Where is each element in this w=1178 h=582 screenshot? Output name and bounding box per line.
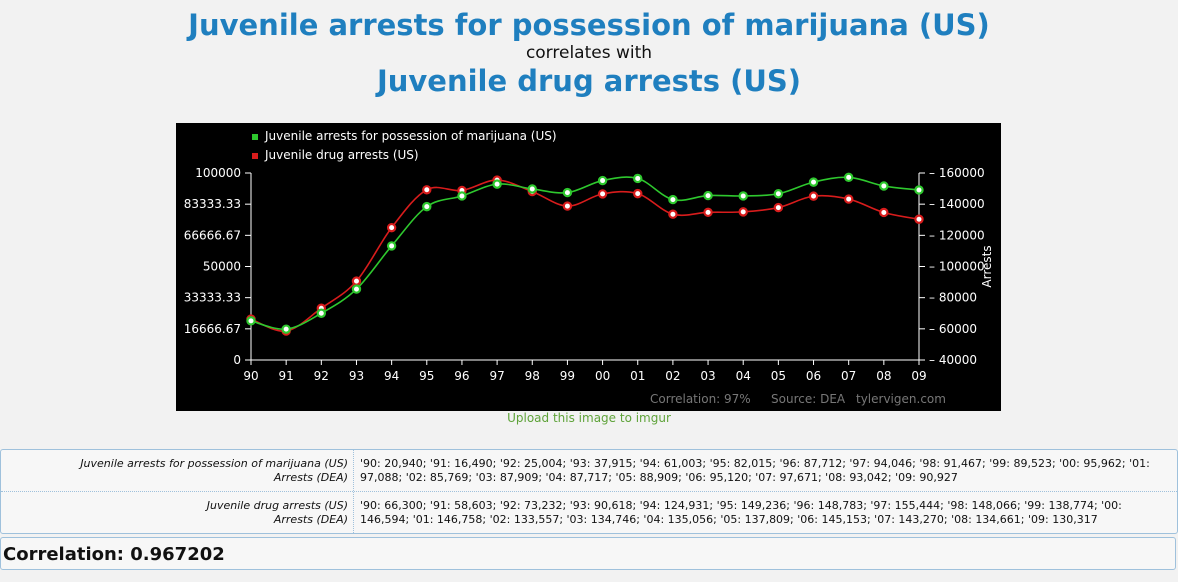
- x-tick-label: 02: [665, 369, 680, 383]
- data-point: [808, 191, 819, 201]
- right-tick-label: – 140000: [929, 197, 985, 211]
- series-values: '90: 20,940; '91: 16,490; '92: 25,004; '…: [360, 457, 1150, 484]
- data-point: [316, 308, 327, 318]
- data-point: [351, 276, 362, 286]
- x-tick-label: 99: [560, 369, 575, 383]
- data-point: [597, 175, 608, 186]
- x-tick-label: 04: [736, 369, 751, 383]
- x-tick-label: 97: [489, 369, 504, 383]
- data-point: [843, 172, 854, 183]
- left-tick-label: 83333.33: [184, 197, 241, 211]
- series-name: Juvenile arrests for possession of marij…: [80, 457, 348, 470]
- line-chart: 0 16666.67 33333.33 50000 66666.67 83333.33 10…: [184, 129, 994, 406]
- right-tick-label: – 160000: [929, 166, 985, 180]
- left-tick-label: 50000: [203, 260, 241, 274]
- chart-title-secondary: Juvenile drug arrests (US): [376, 64, 802, 98]
- data-point: [843, 194, 854, 204]
- chart-panel: 0 16666.67 33333.33 50000 66666.67 83333.33 10…: [176, 123, 1001, 411]
- footer-correlation: Correlation: 97%: [650, 392, 751, 406]
- row-label: Juvenile drug arrests (US) Arrests (DEA): [1, 492, 354, 533]
- right-tick-label: – 80000: [929, 291, 977, 305]
- x-tick-label: 09: [911, 369, 926, 383]
- chart-title-primary: Juvenile arrests for possession of marij…: [188, 8, 990, 42]
- correlation-value: Correlation: 0.967202: [0, 537, 1176, 570]
- series-name: Juvenile drug arrests (US): [206, 499, 348, 512]
- series-values: '90: 66,300; '91: 58,603; '92: 73,232; '…: [360, 499, 1122, 526]
- data-point: [386, 241, 397, 251]
- data-point: [738, 207, 748, 217]
- x-tick-label: 01: [630, 369, 645, 383]
- data-point: [738, 191, 748, 201]
- data-point: [492, 179, 502, 189]
- correlates-with-text: correlates with: [525, 43, 653, 63]
- data-point: [633, 173, 643, 184]
- data-point: [703, 190, 713, 201]
- row-label: Juvenile arrests for possession of marij…: [1, 450, 354, 491]
- data-point: [351, 284, 362, 294]
- right-tick-label: – 120000: [929, 228, 985, 242]
- right-axis-title: Arrests: [980, 245, 994, 287]
- data-point: [527, 184, 537, 194]
- data-point: [246, 316, 256, 326]
- legend-label: Juvenile drug arrests (US): [264, 148, 419, 162]
- x-tick-label: 90: [243, 369, 258, 383]
- footer-site: tylervigen.com: [856, 392, 946, 406]
- x-tick-label: 06: [806, 369, 821, 383]
- x-tick-label: 03: [700, 369, 715, 383]
- x-tick-label: 94: [384, 369, 399, 383]
- left-tick-label: 66666.67: [184, 228, 241, 242]
- x-tick-label: 91: [279, 369, 294, 383]
- x-tick-label: 95: [419, 369, 434, 383]
- right-tick-label: – 100000: [929, 260, 985, 274]
- data-point: [808, 177, 819, 187]
- data-point: [914, 185, 924, 195]
- legend-swatch: [252, 134, 258, 140]
- left-tick-label: 33333.33: [184, 291, 241, 305]
- legend-swatch: [252, 153, 258, 159]
- right-tick-label: – 40000: [929, 353, 977, 367]
- data-point: [914, 214, 924, 224]
- x-tick-label: 98: [525, 369, 540, 383]
- x-tick-label: 96: [454, 369, 469, 383]
- data-point: [457, 191, 467, 201]
- data-point: [879, 181, 889, 191]
- x-tick-label: 93: [349, 369, 364, 383]
- x-tick-label: 07: [841, 369, 856, 383]
- x-tick-label: 00: [595, 369, 610, 383]
- series-unit: Arrests (DEA): [273, 513, 348, 526]
- data-point: [562, 201, 573, 211]
- left-tick-label: 0: [233, 353, 241, 367]
- data-point: [668, 209, 678, 219]
- data-point: [597, 189, 608, 199]
- x-tick-label: 92: [314, 369, 329, 383]
- x-tick-label: 08: [876, 369, 891, 383]
- data-point: [562, 187, 573, 198]
- right-tick-label: – 60000: [929, 322, 977, 336]
- data-point: [386, 222, 397, 233]
- data-point: [773, 202, 784, 213]
- left-tick-label: 100000: [195, 166, 241, 180]
- table-row: Juvenile arrests for possession of marij…: [1, 450, 1177, 491]
- data-point: [879, 207, 889, 218]
- footer-source: Source: DEA: [771, 392, 846, 406]
- legend-label: Juvenile arrests for possession of marij…: [264, 129, 557, 143]
- data-point: [633, 188, 643, 199]
- series-line-marijuana: [250, 176, 920, 331]
- data-point: [668, 194, 678, 205]
- data-table: Juvenile arrests for possession of marij…: [0, 449, 1178, 534]
- table-row: Juvenile drug arrests (US) Arrests (DEA)…: [1, 491, 1177, 533]
- x-tick-label: 05: [771, 369, 786, 383]
- data-point: [773, 189, 784, 199]
- data-point: [422, 185, 432, 195]
- series-line-drug-arrests: [250, 179, 920, 332]
- data-point: [281, 324, 291, 334]
- series-unit: Arrests (DEA): [273, 471, 348, 484]
- data-point: [703, 207, 713, 218]
- left-tick-label: 16666.67: [184, 322, 241, 336]
- upload-imgur-link[interactable]: Upload this image to imgur: [507, 411, 671, 425]
- data-point: [422, 201, 432, 212]
